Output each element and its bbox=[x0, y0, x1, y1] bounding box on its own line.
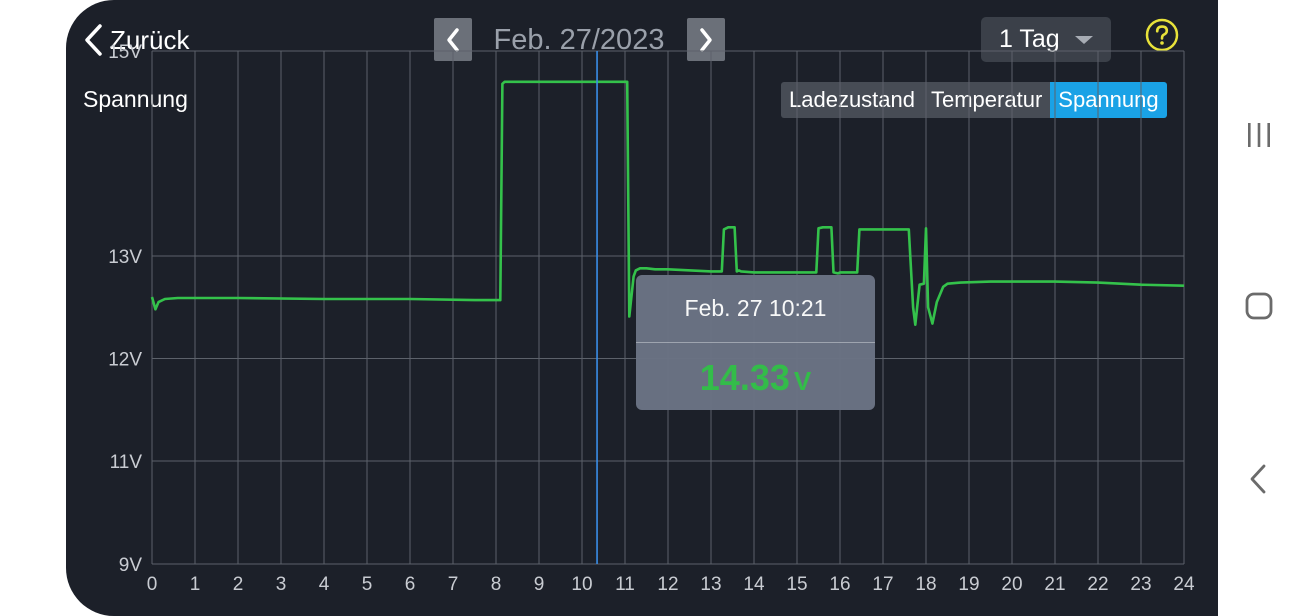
voltage-series-line bbox=[150, 80, 1185, 327]
x-tick-label: 15 bbox=[786, 574, 807, 595]
recents-icon[interactable] bbox=[1242, 118, 1276, 152]
voltage-chart[interactable]: 0 1 2 3 4 5 6 7 8 9 10 11 12 13 14 15 16 17 18 19 20 21 22 23 24… bbox=[66, 0, 1218, 616]
question-circle-icon[interactable] bbox=[1145, 18, 1179, 52]
x-tick-label: 21 bbox=[1044, 574, 1065, 595]
x-tick-label: 9 bbox=[534, 574, 545, 595]
tooltip-time: Feb. 27 10:21 bbox=[684, 295, 827, 321]
back-label: Zurück bbox=[110, 24, 190, 55]
home-icon[interactable] bbox=[1242, 289, 1276, 323]
x-tick-label: 24 bbox=[1173, 574, 1195, 595]
x-tick-label: 8 bbox=[491, 574, 502, 595]
y-tick-label: 9V bbox=[119, 555, 143, 576]
x-tick-label: 7 bbox=[448, 574, 459, 595]
x-tick-label: 11 bbox=[615, 574, 635, 595]
x-tick-label: 19 bbox=[958, 574, 979, 595]
data-tooltip: Feb. 27 10:21 14.33 V bbox=[636, 275, 875, 410]
section-title: Spannung bbox=[83, 86, 188, 112]
chevron-left-icon bbox=[85, 24, 102, 56]
x-tick-label: 5 bbox=[362, 574, 373, 595]
back-button[interactable]: Zurück bbox=[82, 18, 189, 62]
x-tick-label: 3 bbox=[276, 574, 287, 595]
y-tick-label: 12V bbox=[108, 350, 142, 371]
tab-temperatur[interactable]: Temperatur bbox=[923, 82, 1051, 118]
x-tick-label: 18 bbox=[915, 574, 936, 595]
x-tick-label: 13 bbox=[700, 574, 721, 595]
next-day-button[interactable] bbox=[687, 18, 725, 61]
y-tick-label: 15V bbox=[108, 42, 142, 63]
tooltip-unit: V bbox=[793, 366, 812, 396]
x-tick-label: 23 bbox=[1130, 574, 1151, 595]
x-tick-label: 12 bbox=[657, 574, 678, 595]
tab-spannung[interactable]: Spannung bbox=[1050, 82, 1167, 118]
x-tick-label: 14 bbox=[743, 574, 765, 595]
x-tick-label: 2 bbox=[233, 574, 244, 595]
x-tick-label: 1 bbox=[190, 574, 201, 595]
chevron-left-icon bbox=[447, 27, 459, 52]
tooltip-value-row: 14.33 V bbox=[636, 345, 875, 410]
tooltip-value: 14.33 bbox=[699, 357, 790, 398]
x-tick-label: 17 bbox=[872, 574, 893, 595]
range-dropdown[interactable]: 1 Tag bbox=[981, 17, 1111, 62]
x-tick-label: 4 bbox=[319, 574, 330, 595]
chevron-right-icon bbox=[700, 27, 712, 52]
caret-down-icon bbox=[1075, 36, 1093, 44]
x-tick-label: 20 bbox=[1001, 574, 1022, 595]
system-navigation-bar bbox=[1218, 0, 1300, 616]
tooltip-divider bbox=[636, 342, 875, 343]
x-tick-label: 10 bbox=[571, 574, 592, 595]
x-tick-label: 0 bbox=[147, 574, 158, 595]
x-tick-label: 16 bbox=[829, 574, 850, 595]
y-tick-label: 11V bbox=[110, 452, 143, 473]
app-screen: Zurück Feb. 27/2023 1 Tag Spannung Ladez… bbox=[66, 0, 1218, 616]
y-tick-label: 13V bbox=[108, 247, 142, 268]
range-value: 1 Tag bbox=[999, 25, 1060, 53]
x-tick-label: 6 bbox=[405, 574, 416, 595]
metric-tabs: Ladezustand Temperatur Spannung bbox=[781, 82, 1167, 118]
tab-ladezustand[interactable]: Ladezustand bbox=[781, 82, 923, 118]
x-tick-label: 22 bbox=[1087, 574, 1108, 595]
back-arrow-icon[interactable] bbox=[1242, 462, 1276, 496]
